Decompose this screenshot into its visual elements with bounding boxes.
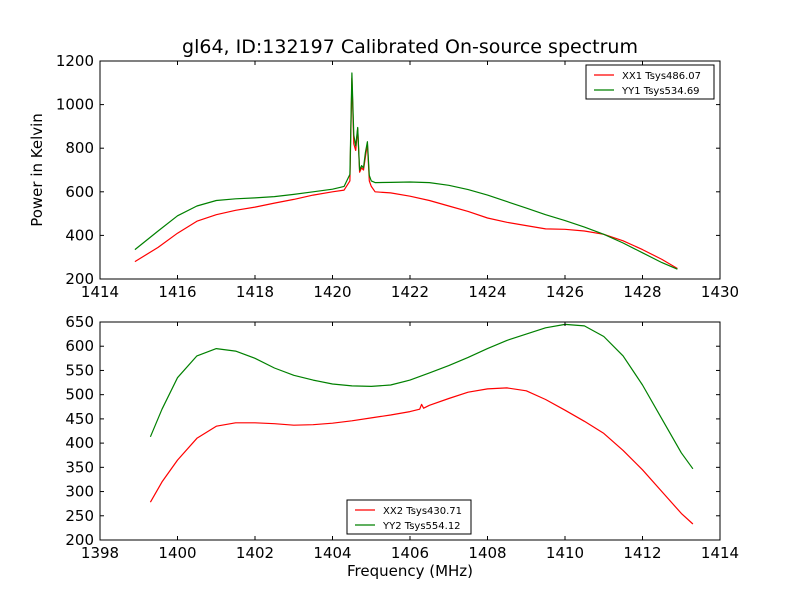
legend-box [585, 64, 715, 100]
x-tick-label: 1404 [313, 544, 351, 562]
x-tick-label: 1414 [81, 283, 119, 301]
series-line-1-1 [134, 77, 678, 270]
y-tick-label: 450 [65, 410, 94, 428]
series-line-1-2 [134, 72, 678, 270]
x-tick-label: 1418 [236, 283, 274, 301]
y-tick-label: 200 [65, 270, 94, 288]
x-tick-label: 1422 [391, 283, 429, 301]
legend-box [346, 499, 472, 535]
y-tick-label: 600 [65, 337, 94, 355]
x-tick-label: 1426 [546, 283, 584, 301]
legend-label: XX1 Tsys486.07 [622, 71, 701, 82]
y-tick-label: 400 [65, 434, 94, 452]
top-plot: 1414 1416 1418 1420 1422 1424 1426 1428 1430 200 4… [28, 52, 739, 301]
y-tick-label: 550 [65, 361, 94, 379]
y-tick-label: 350 [65, 458, 94, 476]
x-tick-label: 1424 [468, 283, 506, 301]
x-tick-label: 1428 [623, 283, 661, 301]
legend: XX1 Tsys486.07 YY1 Tsys534.69 [585, 64, 715, 100]
y-tick-label: 1000 [56, 96, 94, 114]
y-tick-label: 300 [65, 483, 94, 501]
legend-label: YY1 Tsys534.69 [621, 86, 700, 97]
legend-label: YY2 Tsys554.12 [382, 521, 461, 532]
x-tick-label: 1430 [701, 283, 739, 301]
x-tick-label: 1410 [546, 544, 584, 562]
y-tick-label: 500 [65, 386, 94, 404]
y-tick-label: 650 [65, 313, 94, 331]
x-tick-label: 1398 [81, 544, 119, 562]
x-tick-label: 1414 [701, 544, 739, 562]
series-line-2-2 [149, 323, 694, 470]
legend: XX2 Tsys430.71 YY2 Tsys554.12 [346, 499, 472, 535]
y-tick-label: 250 [65, 507, 94, 525]
x-tick-label: 1420 [313, 283, 351, 301]
x-tick-label: 1408 [468, 544, 506, 562]
x-tick-label: 1412 [623, 544, 661, 562]
bottom-plot: 1398 1400 1402 1404 1406 1408 1410 1412 1414 200 2… [65, 313, 739, 580]
y-tick-label: 400 [65, 226, 94, 244]
x-tick-label: 1400 [158, 544, 196, 562]
chart-title: gl64, ID:132197 Calibrated On-source spe… [182, 36, 638, 58]
x-tick-label: 1416 [158, 283, 196, 301]
y-tick-label: 600 [65, 183, 94, 201]
x-axis-label: Frequency (MHz) [347, 562, 473, 580]
y-axis-label: Power in Kelvin [28, 113, 46, 227]
x-tick-label: 1406 [391, 544, 429, 562]
series-line-2-1 [149, 387, 694, 525]
legend-label: XX2 Tsys430.71 [383, 506, 462, 517]
y-tick-label: 800 [65, 139, 94, 157]
x-tick-label: 1402 [236, 544, 274, 562]
y-tick-label: 200 [65, 531, 94, 549]
y-tick-label: 1200 [56, 52, 94, 70]
